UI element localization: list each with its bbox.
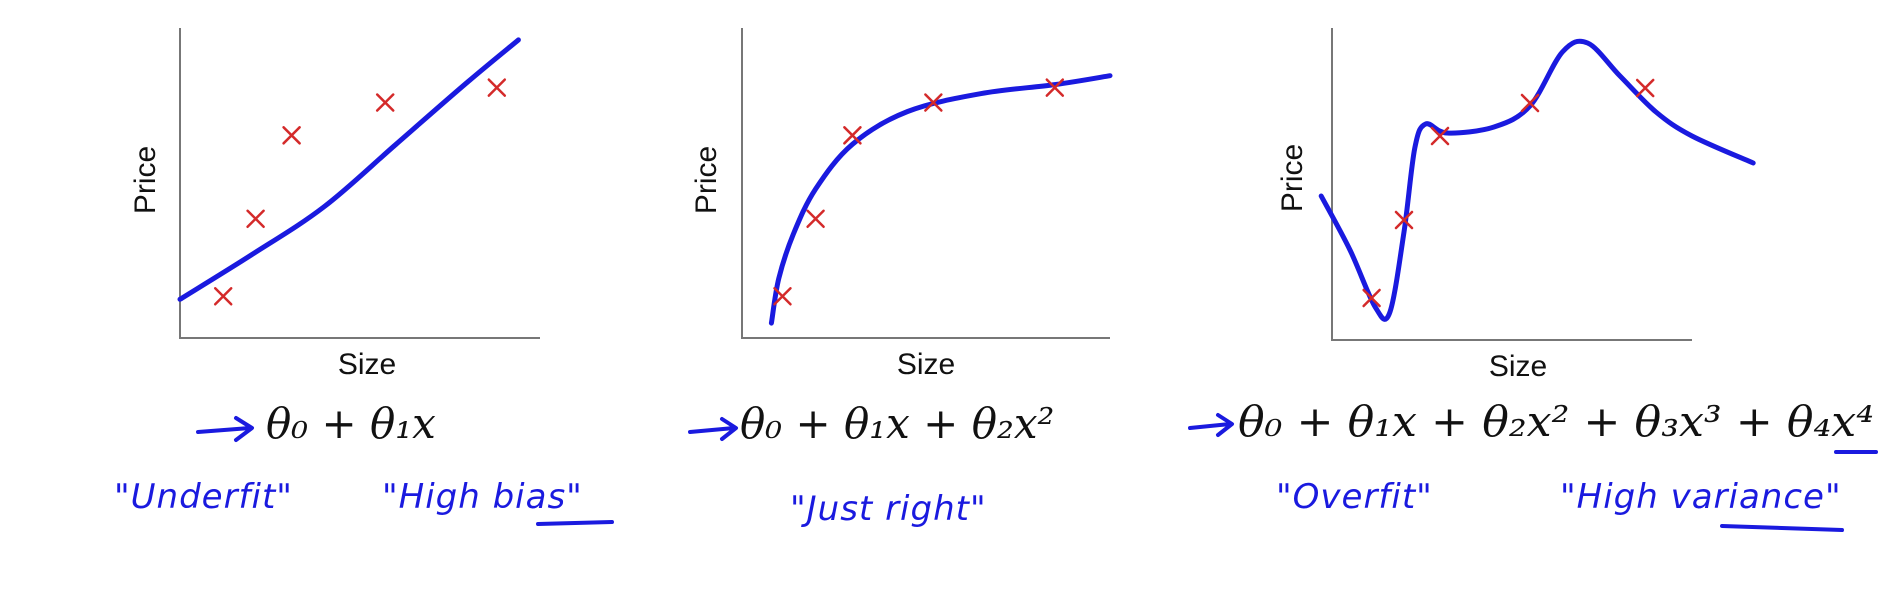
axis-lines bbox=[1331, 28, 1692, 341]
data-point-4 bbox=[924, 93, 943, 112]
y-axis-label: Price bbox=[1276, 144, 1309, 212]
y-axis-label: Price bbox=[690, 146, 723, 214]
annotation-high-bias: "High bias" bbox=[382, 477, 583, 517]
data-point-4 bbox=[375, 93, 395, 112]
annotation-just-right: "Just right" bbox=[790, 489, 987, 529]
axes bbox=[179, 28, 540, 339]
fit-line bbox=[177, 37, 521, 302]
data-point-2 bbox=[246, 209, 265, 229]
underline-variance bbox=[1720, 524, 1844, 532]
formula: θ₀ + θ₁x + θ₂x² + θ₃x³ + θ₄x⁴ bbox=[1238, 397, 1874, 446]
axis-lines bbox=[741, 28, 1110, 339]
formula-arrow-icon bbox=[1188, 413, 1234, 437]
data-point-5 bbox=[1635, 78, 1655, 98]
x-axis-label: Size bbox=[897, 348, 955, 381]
data-point-2 bbox=[1394, 210, 1414, 230]
annotation-underfit: "Underfit" bbox=[114, 477, 293, 517]
data-point-3 bbox=[282, 126, 301, 145]
axes bbox=[1331, 28, 1692, 341]
data-point-3 bbox=[843, 126, 862, 145]
panel-underfit: Price Size θ₀ + θ₁x "Underfit" "High bia… bbox=[114, 28, 614, 526]
underline-bias bbox=[536, 520, 614, 526]
data-point-5 bbox=[487, 78, 507, 97]
data-points bbox=[213, 78, 507, 306]
formula: θ₀ + θ₁x + θ₂x² bbox=[740, 399, 1054, 448]
data-point-1 bbox=[1362, 288, 1381, 308]
y-axis-label: Price bbox=[129, 146, 162, 214]
data-point-3 bbox=[1430, 126, 1450, 146]
x-axis-label: Size bbox=[1489, 350, 1547, 383]
formula: θ₀ + θ₁x bbox=[266, 399, 436, 448]
x-axis-label: Size bbox=[338, 348, 396, 381]
data-point-1 bbox=[213, 287, 233, 306]
axes bbox=[741, 28, 1110, 339]
data-point-1 bbox=[773, 287, 792, 306]
data-point-2 bbox=[806, 209, 825, 229]
axis-lines bbox=[179, 28, 540, 339]
data-points bbox=[773, 78, 1065, 306]
formula-arrow-icon bbox=[196, 416, 254, 442]
panel-just-right: Price Size θ₀ + θ₁x + θ₂x² "Just right" bbox=[688, 28, 1113, 529]
annotation-overfit: "Overfit" bbox=[1276, 477, 1433, 517]
fit-line bbox=[768, 73, 1113, 326]
fit-line bbox=[1318, 38, 1756, 322]
formula-arrow-icon bbox=[688, 417, 738, 441]
data-point-4 bbox=[1520, 93, 1540, 113]
panel-overfit: Price Size θ₀ + θ₁x + θ₂x² + θ₃x³ + θ₄x⁴… bbox=[1188, 28, 1878, 532]
data-point-5 bbox=[1045, 78, 1065, 97]
annotation-high-variance: "High variance" bbox=[1560, 477, 1842, 517]
data-points bbox=[1362, 78, 1655, 308]
